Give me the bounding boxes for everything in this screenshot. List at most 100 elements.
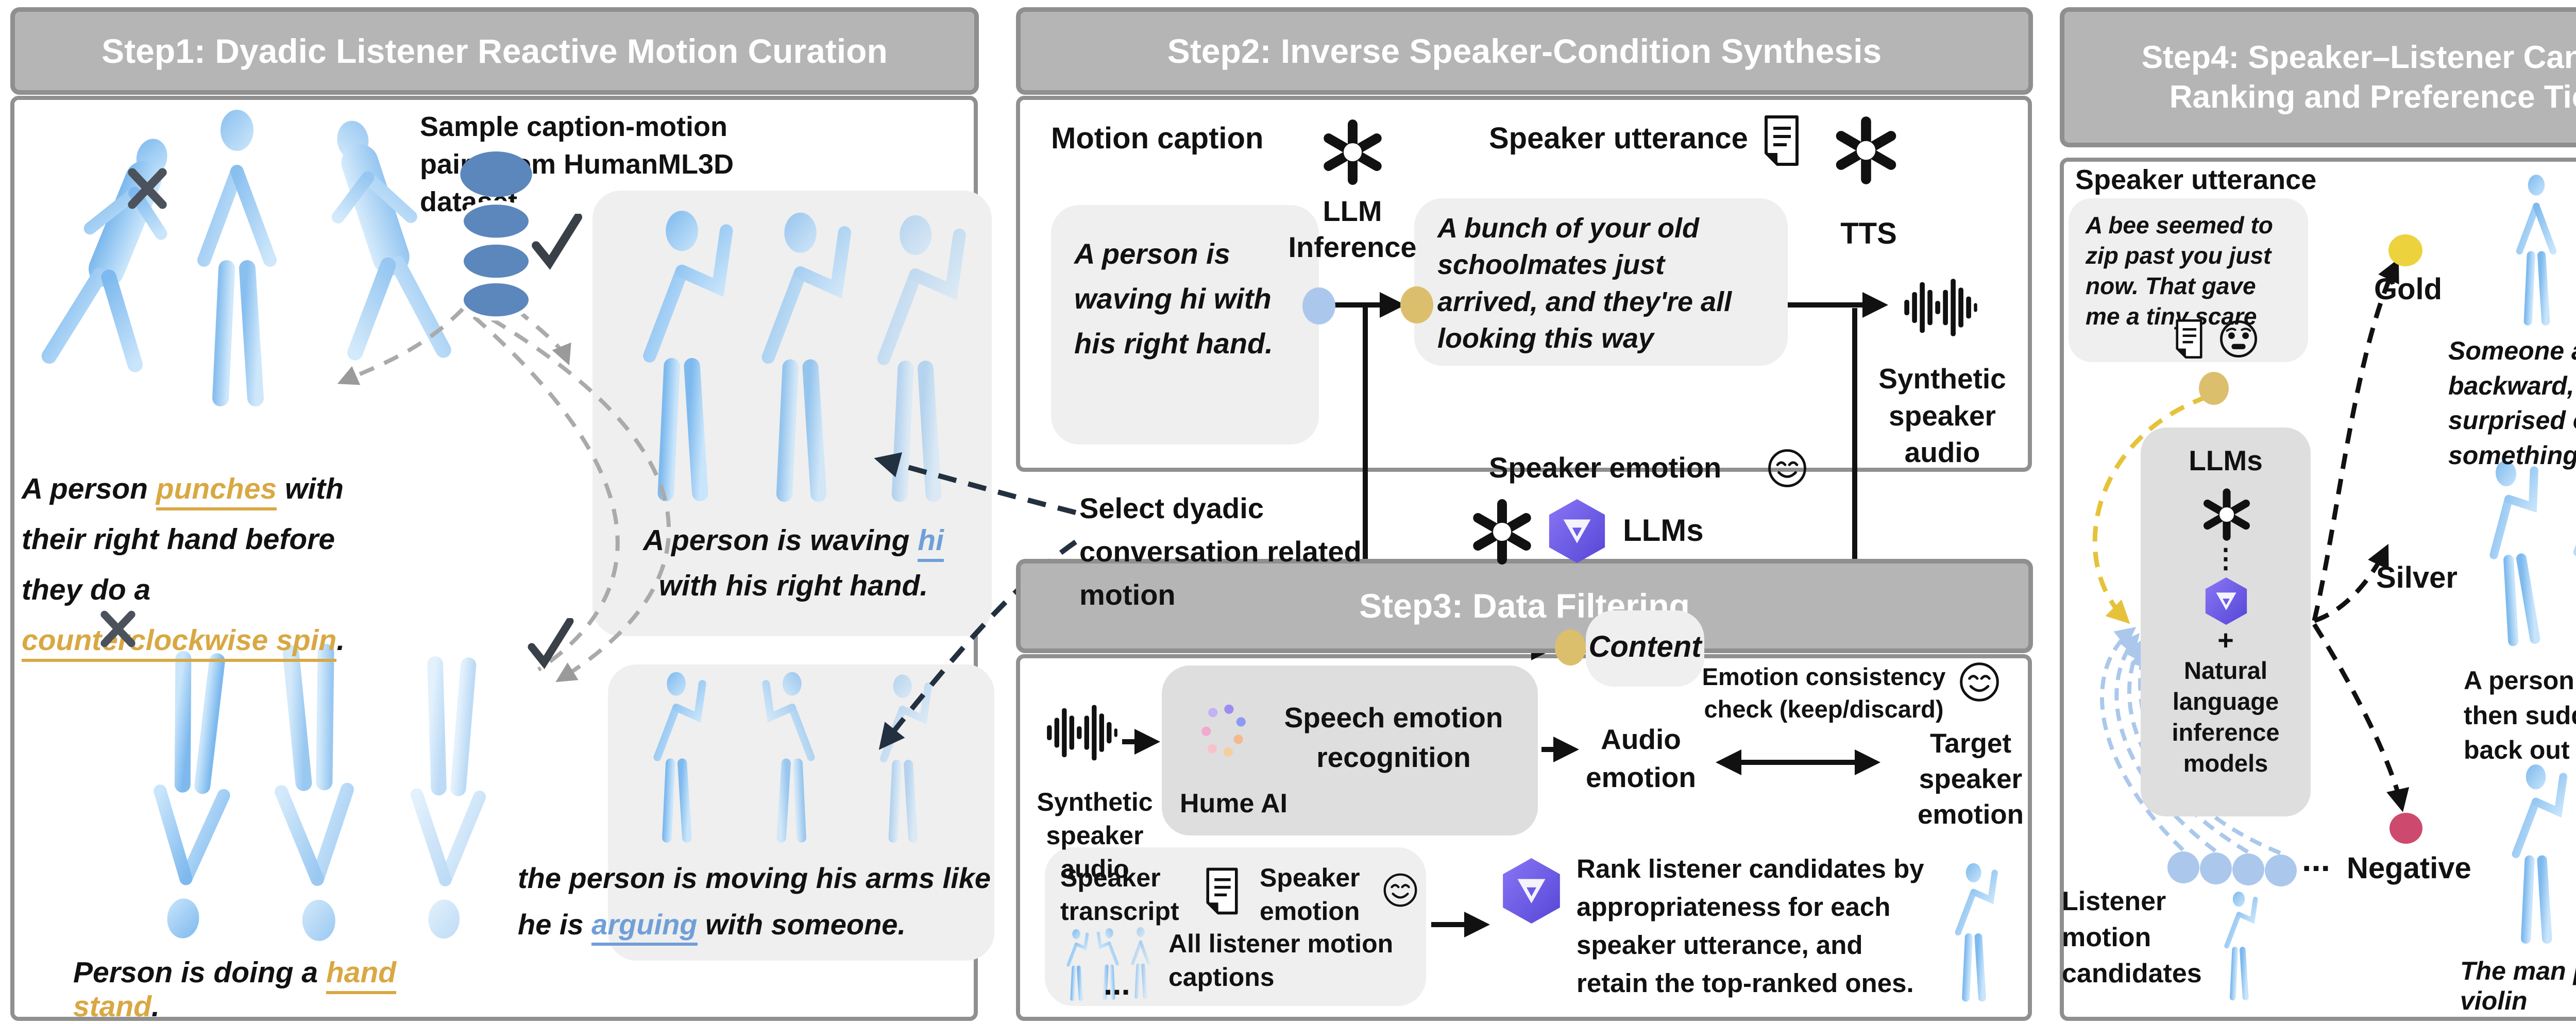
llm-logo-icon	[1497, 856, 1566, 926]
speaker-utterance-label: Speaker utterance	[2075, 164, 2317, 195]
db-sample-arrows	[337, 307, 671, 682]
step1-header: Step1: Dyadic Listener Reactive Motion C…	[10, 7, 979, 95]
highlight-gold: punches	[156, 472, 277, 510]
candidate-ellipsis: ...	[2302, 840, 2331, 878]
llms-label: LLMs	[1623, 513, 1704, 548]
step3-header: Step3: Data Filtering	[1016, 559, 2033, 653]
motion-caption-label: Motion caption	[1051, 122, 1264, 155]
reject-caption-2: Person is doing a hand stand.	[73, 955, 485, 1024]
step3-arrows	[1122, 729, 1880, 937]
database-icon	[457, 149, 535, 322]
content-node-dot	[1555, 629, 1586, 665]
vertical-dots: ⋮	[2573, 981, 2576, 1014]
accept-check-icon	[524, 618, 576, 670]
caption-text: A person	[22, 472, 156, 505]
smiley-icon	[1958, 660, 2001, 704]
candidate-dot	[2265, 855, 2297, 886]
caption-text: with his right hand.	[658, 569, 928, 603]
accept-check-icon	[528, 214, 585, 270]
vertical-dots: ⋮	[2212, 544, 2239, 574]
all-listener-captions-label: All listener motion captions	[1168, 929, 1394, 992]
reject-x-icon	[124, 165, 171, 212]
step1-title: Step1: Dyadic Listener Reactive Motion C…	[101, 31, 888, 70]
gold-label: Gold	[2374, 272, 2443, 306]
synthetic-audio-label: Synthetic speaker audio	[1037, 788, 1153, 883]
step2-header: Step2: Inverse Speaker-Condition Synthes…	[1016, 7, 2033, 95]
negative-dot	[2389, 813, 2422, 844]
motion-caption-text: A person is waving hi with his right han…	[1074, 237, 1273, 360]
candidate-to-llm-arrows	[2100, 627, 2281, 855]
speaker-emotion-label: Speaker emotion	[1260, 863, 1360, 926]
silver-label: Silver	[2376, 561, 2458, 594]
reject-caption-1: A person punches with their right hand b…	[22, 464, 382, 665]
document-icon	[2173, 318, 2205, 360]
speaker-utterance-label: Speaker utterance	[1489, 122, 1748, 155]
highlight-blue: hi	[918, 524, 944, 562]
synthetic-audio-label: Synthetic speaker audio	[1878, 363, 2006, 468]
openai-logo-icon	[1467, 497, 1537, 567]
motion-caption-box	[1051, 205, 1319, 445]
hume-ai-logo-icon	[1190, 695, 1257, 775]
document-icon	[1203, 866, 1241, 916]
gold-caption: Someone abruptly steps backward, seeming…	[2448, 336, 2576, 470]
caption-text: .	[151, 990, 160, 1023]
listener-candidates-label: Listener motion candidates	[2062, 886, 2202, 989]
audio-emotion-label: Audio emotion	[1586, 723, 1696, 794]
negative-caption: The man plays the violin	[2460, 957, 2576, 1015]
select-motion-note: Select dyadic conversation related motio…	[1079, 492, 1362, 611]
gold-dot	[2388, 234, 2422, 266]
silver-caption: A person standing still then suddenly st…	[2464, 666, 2576, 764]
highlight-gold: hand stand	[73, 956, 397, 1024]
negative-label: Negative	[2347, 851, 2471, 885]
llm-logo-icon	[1543, 497, 1611, 565]
utterance-node-dot	[1400, 286, 1433, 323]
reject-x-icon	[97, 608, 139, 650]
caption-text: A person is waving	[643, 524, 918, 557]
hume-ai-label: Hume AI	[1180, 789, 1287, 818]
nli-label: Natural language inference models	[2172, 657, 2280, 777]
speaker-utterance-text: A bunch of your old schoolmates just arr…	[1437, 213, 1732, 354]
target-emotion-label: Target speaker emotion	[1917, 728, 2024, 830]
smiley-icon	[1766, 447, 1808, 489]
speaker-utterance-text: A bee seemed to zip past you just now. T…	[2086, 212, 2273, 330]
openai-logo-icon	[2199, 487, 2255, 542]
llm-logo-icon	[2201, 576, 2251, 626]
step4-title: Step4: Speaker–Listener Candidate Rankin…	[2141, 39, 2576, 115]
highlight-gold: counterclockwise spin	[22, 624, 337, 662]
candidate-dot	[2200, 852, 2232, 884]
rank-instruction-text: Rank listener candidates by appropriaten…	[1577, 854, 1924, 998]
caption-text: Person is doing a	[73, 956, 326, 989]
fearful-face-icon	[2218, 318, 2259, 360]
plus-sign: +	[2217, 625, 2234, 656]
caption-text: .	[336, 624, 345, 657]
candidate-dot	[2167, 851, 2199, 883]
speaker-emotion-label: Speaker emotion	[1489, 451, 1722, 484]
speaker-transcript-label: Speaker transcript	[1060, 863, 1179, 926]
caption-text: with someone.	[697, 908, 906, 941]
emotion-check-label: Emotion consistency check (keep/discard)	[1702, 663, 1946, 723]
caption-text: with their right hand before they do a	[22, 472, 344, 607]
content-box	[1586, 610, 1704, 687]
smiley-icon	[1382, 872, 1419, 909]
content-label: Content	[1588, 630, 1702, 663]
motion-node-dot	[1302, 287, 1335, 325]
mini-ellipsis: ...	[1104, 966, 1130, 1002]
openai-logo-icon	[1318, 117, 1387, 187]
llm-inference-label: LLM Inference	[1288, 195, 1417, 263]
speaker-utterance-box	[1414, 198, 1788, 366]
candidate-dot	[2232, 854, 2264, 885]
document-icon	[1761, 114, 1802, 167]
mini-listener-figures	[1061, 928, 1092, 1003]
openai-logo-icon	[1830, 114, 1902, 186]
audio-waveform-icon	[1045, 701, 1120, 765]
accept-caption-1: A person is waving hi with his right han…	[611, 518, 976, 609]
llms-label: LLMs	[2189, 445, 2263, 476]
tts-label: TTS	[1840, 217, 1897, 250]
highlight-blue: arguing	[591, 908, 698, 946]
caption-text: the person is moving his arms like he is	[518, 862, 991, 941]
step2-title: Step2: Inverse Speaker-Condition Synthes…	[1167, 31, 1882, 70]
speaker-node-dot	[2199, 372, 2229, 405]
speaker-to-llm-arrow	[2092, 394, 2209, 624]
accept-caption-2: the person is moving his arms like he is…	[518, 855, 1007, 947]
